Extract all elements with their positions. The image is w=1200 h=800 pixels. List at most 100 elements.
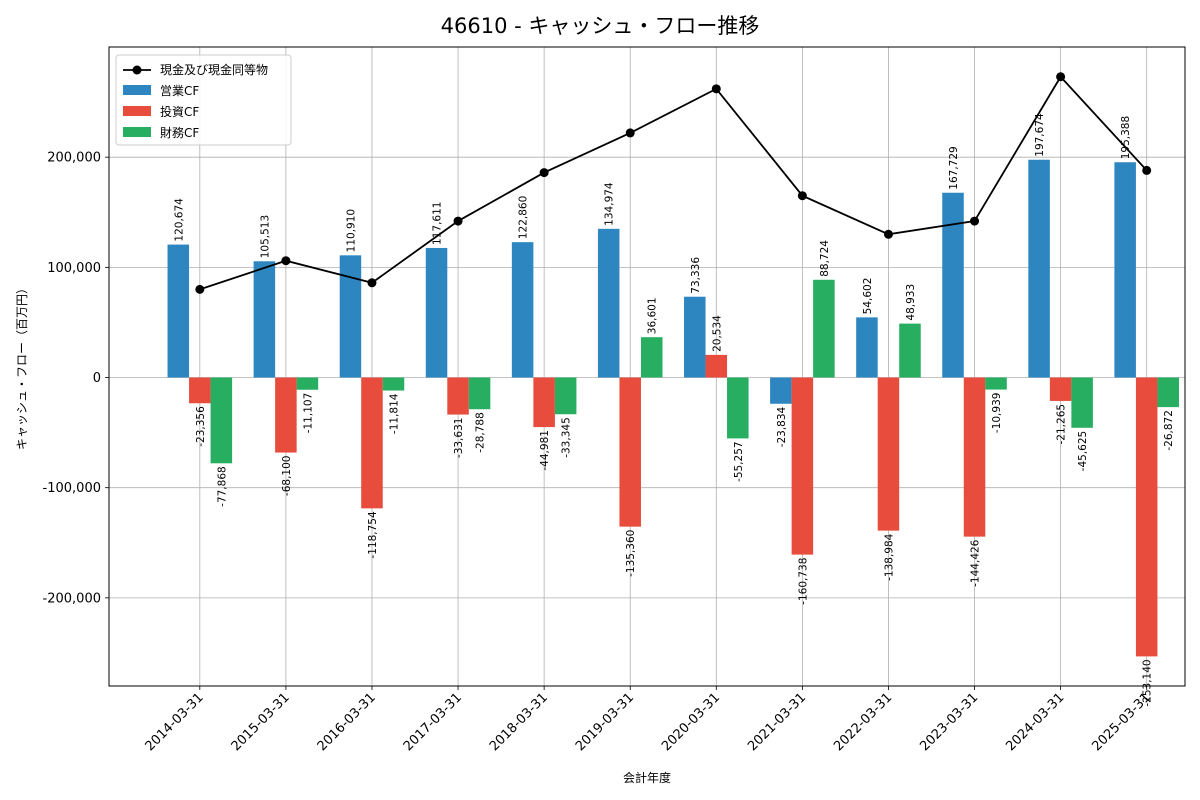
bar-data-label: -135,360 bbox=[625, 530, 637, 577]
operating-cf-bar bbox=[684, 296, 706, 378]
bar-data-label: -33,345 bbox=[561, 417, 573, 458]
financing-cf-bar bbox=[727, 377, 749, 439]
y-tick-layer: -200,000 -100,000 0 100,000 200,000 bbox=[43, 151, 109, 606]
bar-data-label: 73,336 bbox=[690, 257, 702, 294]
cash-line-layer bbox=[195, 72, 1152, 294]
financing-cf-bar bbox=[382, 377, 405, 391]
data-labels-layer: 120,674 105,513 110,910 117,611 122,860 134,9… bbox=[173, 113, 1175, 707]
operating-cf-bar bbox=[425, 247, 448, 378]
operating-cf-bar bbox=[167, 244, 190, 378]
financing-cf-bar bbox=[985, 377, 1007, 390]
bar-data-label: -28,788 bbox=[475, 412, 487, 453]
cash-point bbox=[453, 216, 463, 226]
cash-point bbox=[281, 256, 291, 266]
investing-cf-bar bbox=[619, 377, 641, 527]
cash-point bbox=[1142, 165, 1152, 175]
investing-cf-bar bbox=[533, 377, 555, 428]
bar-data-label: -23,834 bbox=[776, 406, 788, 447]
legend-swatch-investing bbox=[123, 106, 151, 116]
plot-frame bbox=[108, 46, 1186, 687]
investing-cf-bar bbox=[877, 377, 900, 531]
investing-cf-bar bbox=[447, 377, 469, 415]
x-axis-title: 会計年度 bbox=[623, 770, 671, 785]
y-axis-title: キャッシュ・フロー（百万円） bbox=[15, 282, 29, 450]
legend-box bbox=[115, 54, 292, 146]
investing-cf-bar bbox=[963, 377, 986, 537]
legend-swatch-operating bbox=[123, 85, 151, 95]
bar-data-label: -33,631 bbox=[453, 418, 465, 459]
operating-cf-bar bbox=[597, 228, 620, 378]
y-tick-label: -200,000 bbox=[43, 591, 101, 606]
legend-label-financing: 財務CF bbox=[160, 125, 199, 140]
bar-data-label: -23,356 bbox=[195, 406, 207, 447]
operating-cf-bar bbox=[511, 242, 534, 378]
investing-cf-bar bbox=[705, 354, 728, 378]
bar-data-label: -144,426 bbox=[970, 539, 982, 587]
bar-data-label: -118,754 bbox=[367, 511, 379, 559]
cash-point bbox=[711, 84, 721, 94]
financing-cf-bar bbox=[1071, 377, 1093, 428]
bar-data-label: 117,611 bbox=[432, 202, 444, 245]
financing-cf-bar bbox=[554, 377, 577, 415]
cash-point bbox=[195, 284, 205, 294]
legend-label-operating: 営業CF bbox=[160, 84, 199, 98]
investing-cf-bar bbox=[1135, 377, 1158, 657]
bar-data-label: 195,388 bbox=[1120, 116, 1132, 159]
legend-label-cash: 現金及び現金同等物 bbox=[160, 62, 268, 77]
financing-cf-bar bbox=[899, 323, 921, 378]
investing-cf-bar bbox=[361, 377, 383, 509]
financing-cf-bar bbox=[1157, 377, 1179, 408]
bar-data-label: 167,729 bbox=[948, 146, 960, 189]
bar-data-label: 20,534 bbox=[711, 315, 723, 352]
cash-point bbox=[797, 191, 807, 201]
chart-title: 46610 - キャッシュ・フロー推移 bbox=[441, 14, 760, 38]
operating-cf-bar bbox=[253, 261, 276, 378]
operating-cf-bar bbox=[856, 317, 878, 378]
financing-cf-bar bbox=[468, 377, 491, 410]
y-tick-label: -100,000 bbox=[43, 481, 101, 496]
bar-data-label: 48,933 bbox=[905, 284, 917, 321]
bar-data-label: -10,939 bbox=[991, 393, 1003, 434]
cash-point bbox=[970, 216, 980, 226]
investing-cf-bar bbox=[275, 377, 297, 453]
legend-label-investing: 投資CF bbox=[160, 104, 199, 119]
investing-cf-bar bbox=[1049, 377, 1072, 401]
bars-layer bbox=[167, 159, 1179, 657]
operating-cf-bar bbox=[1114, 162, 1136, 378]
bar-data-label: 54,602 bbox=[862, 278, 874, 315]
financing-cf-bar bbox=[640, 337, 663, 378]
bar-data-label: 122,860 bbox=[518, 196, 530, 239]
y-tick-label: 100,000 bbox=[47, 261, 101, 276]
bar-data-label: -11,107 bbox=[302, 393, 314, 434]
bar-data-label: 36,601 bbox=[647, 297, 659, 334]
operating-cf-bar bbox=[1028, 159, 1050, 378]
bar-data-label: -253,140 bbox=[1142, 659, 1154, 706]
bar-data-label: 120,674 bbox=[173, 198, 185, 242]
financing-cf-bar bbox=[210, 377, 233, 464]
cash-point bbox=[883, 229, 893, 239]
cash-point bbox=[1056, 72, 1066, 82]
bar-data-label: 105,513 bbox=[259, 215, 271, 258]
investing-cf-bar bbox=[189, 377, 211, 404]
cash-point bbox=[539, 168, 549, 178]
y-tick-label: 0 bbox=[93, 371, 101, 386]
financing-cf-bar bbox=[813, 279, 835, 378]
bar-data-label: -55,257 bbox=[733, 441, 745, 482]
legend-line-marker bbox=[132, 65, 142, 75]
cash-point bbox=[367, 278, 377, 288]
bar-data-label: -77,868 bbox=[216, 466, 228, 507]
investing-cf-bar bbox=[791, 377, 814, 555]
bar-data-label: -26,872 bbox=[1163, 410, 1175, 451]
bar-data-label: -138,984 bbox=[883, 533, 895, 581]
bar-data-label: -21,265 bbox=[1056, 404, 1068, 445]
legend-swatch-financing bbox=[123, 127, 151, 137]
y-tick-label: 200,000 bbox=[47, 151, 101, 166]
financing-cf-bar bbox=[296, 377, 319, 390]
operating-cf-bar bbox=[942, 192, 964, 378]
bar-data-label: -44,981 bbox=[539, 430, 551, 471]
bar-data-label: 197,674 bbox=[1034, 113, 1046, 157]
cash-line bbox=[199, 75, 1148, 291]
bar-data-label: -160,738 bbox=[797, 558, 809, 605]
bar-data-label: 110,910 bbox=[345, 209, 357, 252]
